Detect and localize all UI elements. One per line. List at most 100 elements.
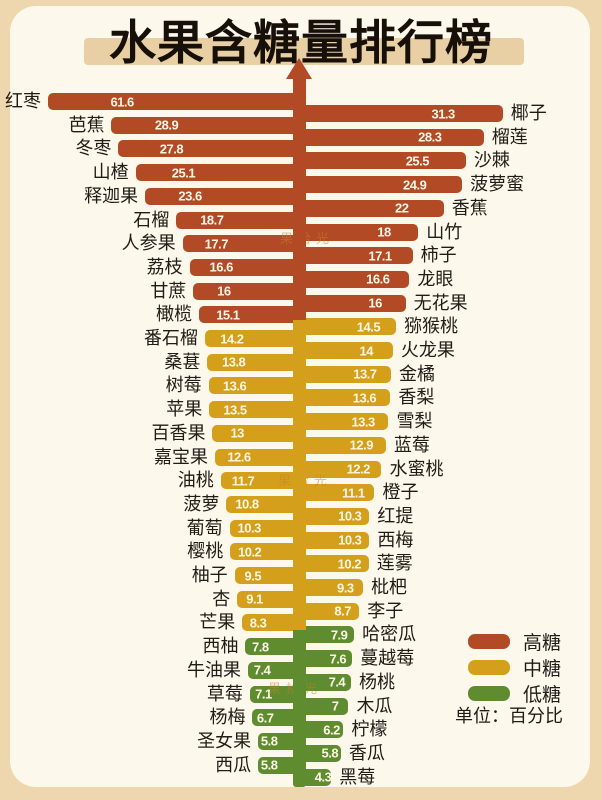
bar-value: 7 <box>331 698 339 714</box>
bar-left: 15.1 <box>199 306 295 324</box>
bar-left: 18.7 <box>176 211 295 229</box>
legend-swatch-high <box>468 633 510 649</box>
bar-value: 11.7 <box>231 473 255 489</box>
bar-value: 16.6 <box>209 259 234 275</box>
bar-left: 5.8 <box>258 756 295 774</box>
bar-value: 28.9 <box>154 117 179 133</box>
fruit-name: 榴莲 <box>491 126 528 148</box>
fruit-name: 圣女果 <box>197 730 252 752</box>
legend-label-high: 高糖 <box>523 631 562 654</box>
bar-value: 8.7 <box>334 603 351 619</box>
bar-value: 14 <box>359 343 373 358</box>
bar-right: 5.8 <box>304 744 341 762</box>
bar-right: 7.9 <box>304 626 355 644</box>
fruit-name: 牛油果 <box>187 659 242 681</box>
bar-value: 4.3 <box>314 769 332 785</box>
bar-value: 9.5 <box>244 568 262 583</box>
fruit-name: 杏 <box>212 588 231 610</box>
fruit-name: 释迦果 <box>84 185 139 207</box>
fruit-name: 李子 <box>367 600 404 622</box>
bar-left: 11.7 <box>220 472 295 490</box>
bar-value: 10.8 <box>235 496 259 512</box>
bar-value: 13 <box>230 425 244 441</box>
bar-left: 25.1 <box>135 164 295 182</box>
fruit-name: 柿子 <box>420 245 457 267</box>
bar-left: 10.2 <box>230 543 295 561</box>
bar-value: 13.5 <box>223 402 247 418</box>
legend-label-mid: 中糖 <box>523 657 562 680</box>
fruit-name: 杨桃 <box>358 671 395 693</box>
bar-value: 61.6 <box>110 94 134 109</box>
bar-value: 10.2 <box>237 544 262 560</box>
fruit-name: 山楂 <box>92 162 129 184</box>
fruit-name: 无花果 <box>413 292 468 314</box>
bar-value: 14.2 <box>220 331 244 346</box>
fruit-name: 樱桃 <box>187 541 224 563</box>
fruit-name: 水蜜桃 <box>389 458 444 480</box>
bar-value: 12.6 <box>227 449 251 465</box>
bar-left: 27.8 <box>118 140 295 158</box>
bar-value: 10.2 <box>337 556 362 572</box>
fruit-name: 猕猴桃 <box>404 316 459 338</box>
bar-right: 24.9 <box>304 176 463 194</box>
bar-right: 10.3 <box>304 531 370 549</box>
bar-right: 10.2 <box>304 555 369 573</box>
bar-value: 6.7 <box>256 710 274 726</box>
bar-left: 16.6 <box>189 258 295 276</box>
bar-value: 13.7 <box>353 366 377 382</box>
fruit-name: 红提 <box>377 505 414 527</box>
bar-right: 22 <box>304 199 444 217</box>
axis-line-mid <box>293 320 306 630</box>
bar-right: 7 <box>304 697 349 715</box>
fruit-name: 冬枣 <box>75 138 112 160</box>
fruit-name: 香瓜 <box>348 742 385 764</box>
bar-right: 6.2 <box>304 721 344 739</box>
fruit-name: 木瓜 <box>356 695 393 717</box>
bar-right: 4.3 <box>304 768 332 786</box>
bar-left: 13.6 <box>208 377 295 395</box>
bar-value: 7.8 <box>252 639 269 655</box>
fruit-name: 黑莓 <box>339 766 376 788</box>
bar-value: 18 <box>377 224 391 240</box>
bar-left: 8.3 <box>242 614 295 632</box>
fruit-name: 西瓜 <box>215 754 252 776</box>
bar-left: 10.3 <box>229 519 295 537</box>
bar-right: 10.3 <box>304 507 370 525</box>
fruit-name: 人参果 <box>121 233 176 255</box>
fruit-name: 龙眼 <box>417 268 454 290</box>
bar-value: 28.3 <box>418 129 442 145</box>
bar-left: 13.8 <box>207 353 295 371</box>
legend-label-low: 低糖 <box>523 683 562 706</box>
fruit-name: 甘蔗 <box>150 280 187 302</box>
bar-value: 13.8 <box>221 354 246 370</box>
fruit-name: 香蕉 <box>451 197 488 219</box>
bar-left: 6.7 <box>252 709 295 727</box>
bar-value: 10.3 <box>338 508 362 524</box>
bar-value: 31.3 <box>431 106 455 121</box>
bar-right: 16.6 <box>304 270 410 288</box>
legend: 高糖 中糖 低糖 <box>468 628 561 706</box>
fruit-name: 沙棘 <box>473 150 510 172</box>
fruit-name: 芒果 <box>199 612 236 634</box>
unit-note: 单位：百分比 <box>455 706 563 727</box>
bar-value: 16.6 <box>366 271 390 287</box>
fruit-name: 菠萝 <box>183 493 220 515</box>
fruit-name: 芭蕉 <box>68 114 105 136</box>
bar-right: 13.6 <box>304 389 391 407</box>
bar-value: 7.1 <box>255 686 272 702</box>
fruit-name: 葡萄 <box>186 517 223 539</box>
fruit-name: 百香果 <box>151 422 206 444</box>
bar-value: 10.3 <box>237 520 262 536</box>
fruit-name: 石榴 <box>133 209 170 231</box>
bar-value: 10.3 <box>338 532 362 548</box>
bar-value: 11.1 <box>342 485 365 501</box>
fruit-name: 杨梅 <box>209 707 246 729</box>
bar-right: 16 <box>304 294 406 312</box>
bar-right: 7.6 <box>304 650 353 668</box>
bar-left: 7.1 <box>249 685 295 703</box>
bar-left: 7.8 <box>245 638 295 656</box>
fruit-name: 山竹 <box>426 221 463 243</box>
bar-left: 10.8 <box>226 495 295 513</box>
fruit-name: 蔓越莓 <box>360 648 415 670</box>
bar-right: 11.1 <box>304 484 375 502</box>
